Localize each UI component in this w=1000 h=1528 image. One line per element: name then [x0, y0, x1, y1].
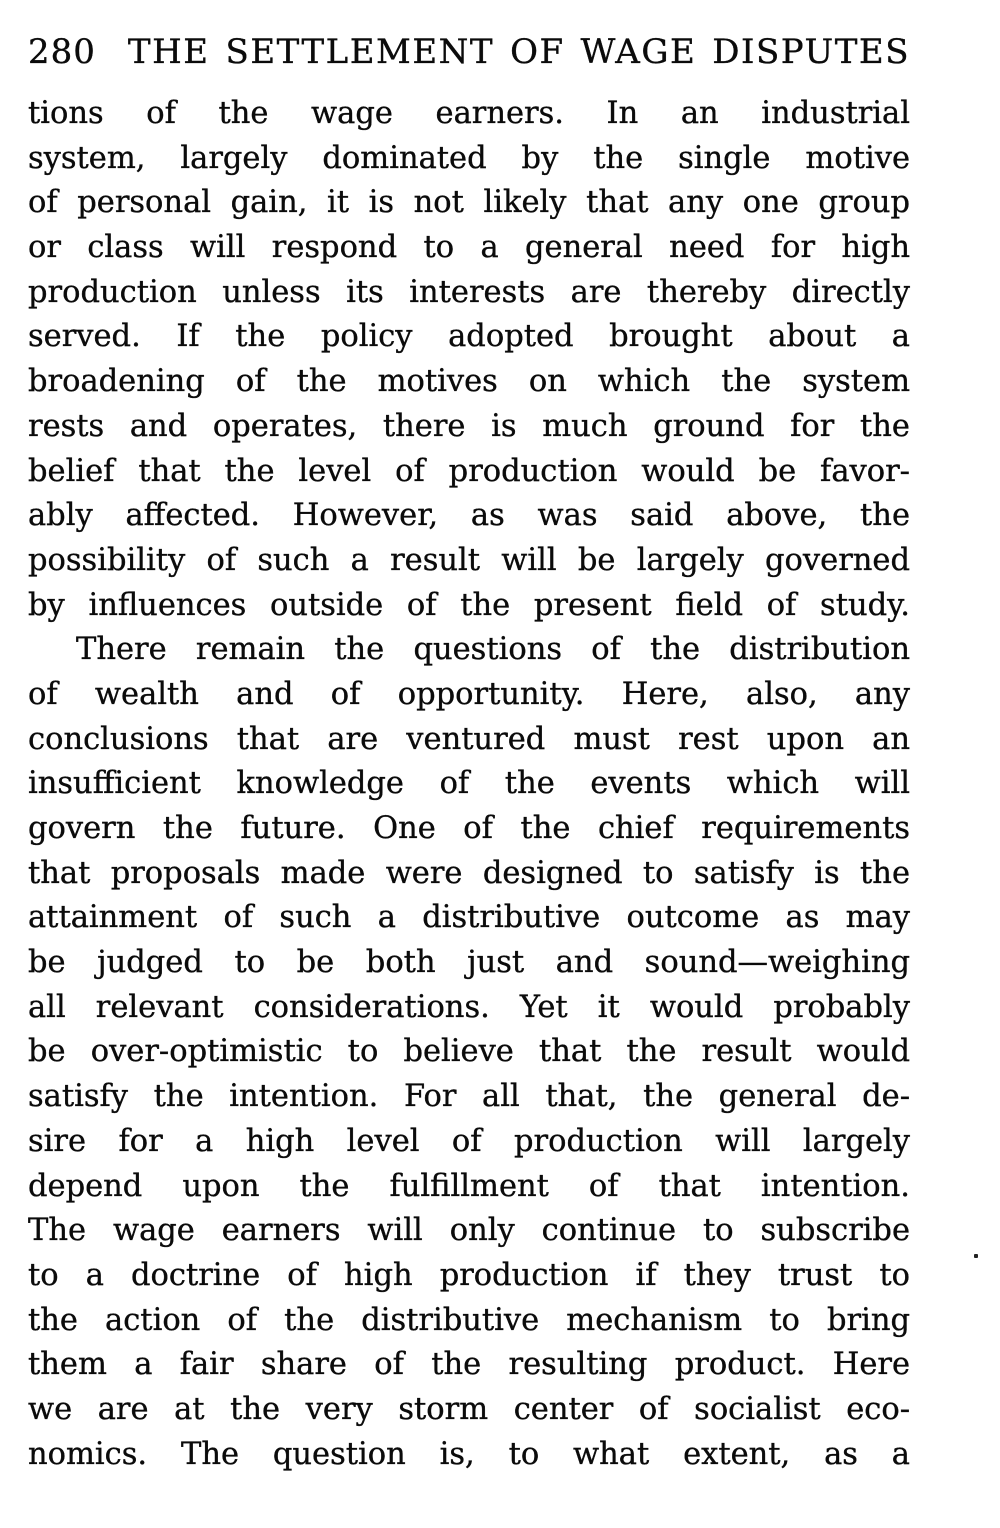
text-line: of wealth and of opportunity. Here, also… — [28, 676, 910, 712]
text-line: insufficient knowledge of the events whi… — [28, 766, 910, 802]
text-line: tions of the wage earners. In an industr… — [28, 96, 910, 131]
text-line: be over-optimistic to believe that the r… — [28, 1034, 910, 1070]
text-line: attainment of such a distributive outcom… — [28, 900, 910, 936]
page-number: 280 — [28, 32, 96, 72]
text-line: that proposals made were designed to sat… — [28, 855, 910, 891]
text-line: we are at the very storm center of socia… — [28, 1391, 910, 1427]
text-line: nomics. The question is, to what extent,… — [28, 1436, 910, 1472]
text-line: or class will respond to a general need … — [28, 230, 910, 266]
text-line: by influences outside of the present fie… — [28, 587, 910, 623]
text-line: them a fair share of the resulting produ… — [28, 1347, 910, 1383]
scan-artifact-dot — [974, 1254, 978, 1258]
text-line: ably affected. However, as was said abov… — [28, 498, 910, 534]
text-line: govern the future. One of the chief requ… — [28, 811, 910, 846]
text-line: satisfy the intention. For all that, the… — [28, 1079, 910, 1115]
page-body: tions of the wage earners. In an industr… — [28, 92, 910, 1477]
text-line: all relevant considerations. Yet it woul… — [28, 989, 910, 1025]
text-line: rests and operates, there is much ground… — [28, 408, 910, 444]
text-line: production unless its interests are ther… — [28, 274, 910, 310]
running-title: THE SETTLEMENT OF WAGE DISPUTES — [127, 32, 910, 72]
text-line: to a doctrine of high production if they… — [28, 1257, 910, 1293]
text-line: broadening of the motives on which the s… — [28, 364, 910, 400]
text-line: conclusions that are ventured must rest … — [28, 721, 910, 757]
text-line: system, largely dominated by the single … — [28, 140, 910, 176]
text-line: The wage earners will only continue to s… — [28, 1213, 910, 1249]
text-line: of personal gain, it is not likely that … — [28, 185, 910, 221]
text-line: possibility of such a result will be lar… — [28, 542, 910, 578]
text-line: served. If the policy adopted brought ab… — [28, 319, 910, 355]
text-line: depend upon the fulfillment of that inte… — [28, 1168, 910, 1204]
text-line: be judged to be both just and sound—weig… — [28, 945, 910, 981]
text-line: sire for a high level of production will… — [28, 1123, 910, 1159]
text-line: belief that the level of production woul… — [28, 453, 910, 489]
running-header: 280 THE SETTLEMENT OF WAGE DISPUTES — [28, 32, 910, 72]
text-line-paragraph-start: There remain the questions of the distri… — [76, 632, 910, 668]
text-line: the action of the distributive mechanism… — [28, 1302, 910, 1338]
